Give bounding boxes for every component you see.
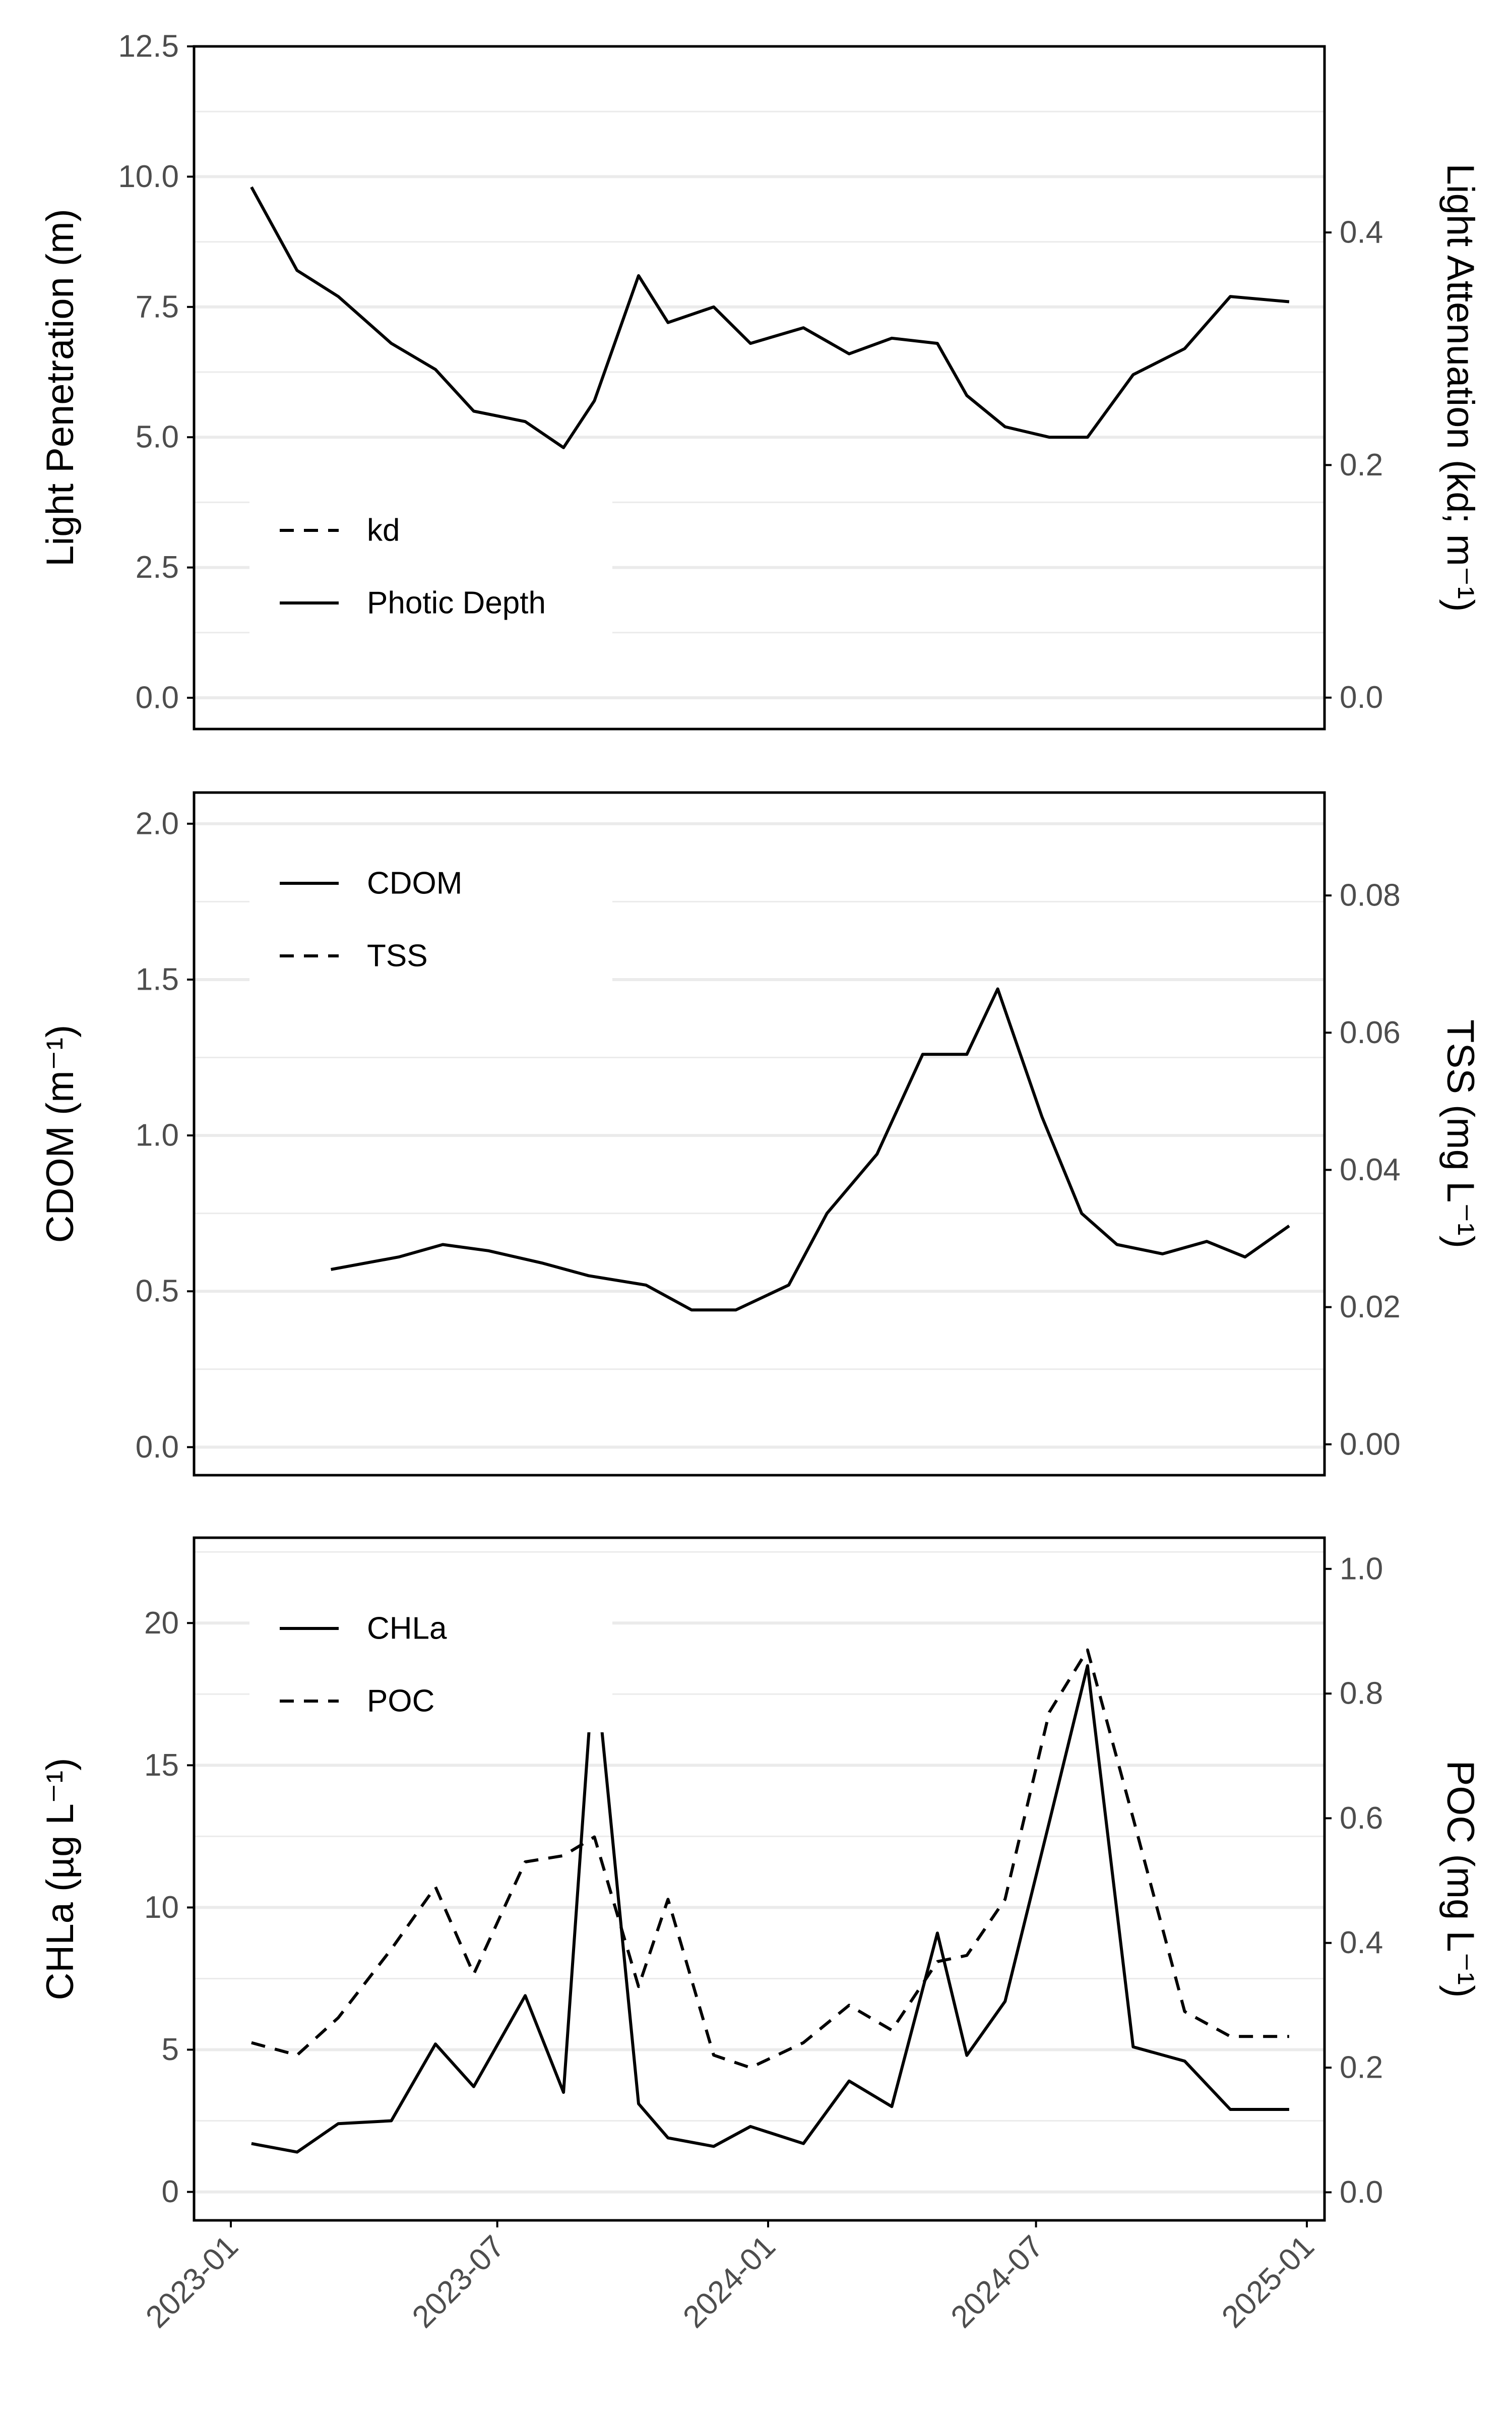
y-left-axis-title: CDOM (m⁻¹) <box>39 1025 82 1243</box>
y-right-tick-label: 0.08 <box>1340 878 1401 913</box>
x-tick-label: 2024-01 <box>676 2229 782 2335</box>
y-right-tick-label: 0.06 <box>1340 1015 1401 1050</box>
y-right-tick-label: 0.2 <box>1340 448 1383 482</box>
y-left-tick-label: 12.5 <box>118 29 179 64</box>
data-point <box>1230 2036 1231 2037</box>
series-line-photic-depth <box>251 187 1289 448</box>
legend-label: TSS <box>367 939 428 974</box>
y-left-tick-label: 10.0 <box>118 159 179 194</box>
legend-label: Photic Depth <box>367 586 546 621</box>
legend-label: POC <box>367 1684 434 1719</box>
y-right-axis-title: TSS (mg L⁻¹) <box>1439 1019 1482 1248</box>
y-left-tick-label: 10 <box>144 1890 179 1925</box>
x-tick-label: 2023-01 <box>139 2229 245 2335</box>
y-right-tick-label: 0.8 <box>1340 1676 1383 1711</box>
y-right-axis-title: POC (mg L⁻¹) <box>1439 1761 1482 1998</box>
y-right-tick-label: 1.0 <box>1340 1551 1383 1586</box>
y-right-tick-label: 0.0 <box>1340 680 1383 715</box>
y-left-tick-label: 0.5 <box>136 1274 179 1309</box>
y-left-tick-label: 5.0 <box>136 420 179 455</box>
y-left-axis-title: Light Penetration (m) <box>39 209 82 567</box>
y-left-tick-label: 2.0 <box>136 806 179 841</box>
y-left-tick-label: 7.5 <box>136 289 179 324</box>
series-line-cdom <box>331 989 1289 1310</box>
legend: CDOM TSS <box>249 852 612 987</box>
y-right-tick-label: 0.4 <box>1340 1925 1383 1960</box>
y-right-tick-label: 0.02 <box>1340 1290 1401 1324</box>
x-tick-label: 2023-07 <box>406 2229 512 2335</box>
y-left-tick-label: 0.0 <box>136 680 179 715</box>
panel-bottom: 0 5 10 15 20 0.0 0.2 0.4 0.6 0.8 1.0 CHLa (µg L⁻¹) P… <box>39 1538 1482 2335</box>
y-right-tick-label: 0.2 <box>1340 2050 1383 2085</box>
y-left-tick-label: 0 <box>162 2174 179 2209</box>
y-left-tick-label: 2.5 <box>136 550 179 585</box>
data-point <box>563 1855 564 1856</box>
legend-label: CDOM <box>367 866 462 901</box>
panel-top: 0.0 2.5 5.0 7.5 10.0 12.5 0.0 0.2 0.4 Light Penet… <box>39 29 1482 730</box>
panel-middle: 0.0 0.5 1.0 1.5 2.0 0.00 0.02 0.04 0.06 0.08 CDOM … <box>39 793 1482 1475</box>
x-tick-label: 2025-01 <box>1215 2229 1321 2335</box>
y-left-tick-label: 1.0 <box>136 1118 179 1153</box>
y-right-tick-label: 0.00 <box>1340 1427 1401 1462</box>
legend: kd Photic Depth <box>249 499 612 634</box>
y-right-tick-label: 0.6 <box>1340 1801 1383 1836</box>
y-left-tick-label: 15 <box>144 1748 179 1783</box>
y-left-tick-label: 1.5 <box>136 962 179 997</box>
legend: CHLa POC <box>249 1597 612 1732</box>
y-right-axis-title: Light Attenuation (kd; m⁻¹) <box>1439 163 1482 612</box>
y-right-tick-label: 0.04 <box>1340 1153 1401 1187</box>
y-right-tick-label: 0.0 <box>1340 2175 1383 2210</box>
y-left-tick-label: 5 <box>162 2032 179 2067</box>
y-left-axis-title: CHLa (µg L⁻¹) <box>39 1758 82 2001</box>
y-left-tick-label: 0.0 <box>136 1430 179 1465</box>
legend-label: CHLa <box>367 1611 447 1646</box>
y-left-tick-label: 20 <box>144 1606 179 1641</box>
legend-label: kd <box>367 513 400 548</box>
data-point <box>391 1949 392 1950</box>
y-right-tick-label: 0.4 <box>1340 215 1383 250</box>
x-tick-label: 2024-07 <box>944 2229 1050 2335</box>
